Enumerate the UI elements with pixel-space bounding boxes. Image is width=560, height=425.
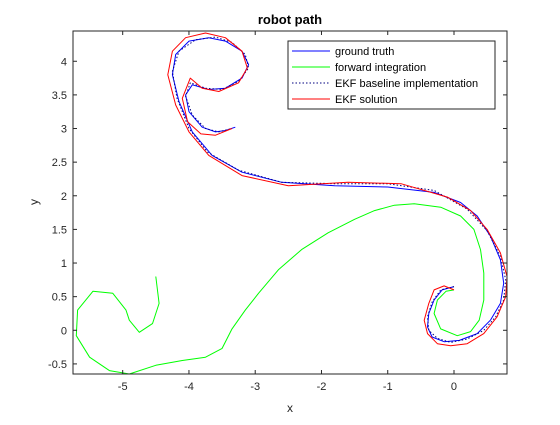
y-tick-label: 0.5 <box>52 292 67 304</box>
y-tick-label: 2.5 <box>52 157 67 169</box>
y-tick-label: 3.5 <box>52 90 67 102</box>
legend-label: forward integration <box>335 62 426 74</box>
plot-area-box <box>72 30 508 375</box>
chart-title: robot path <box>258 12 322 27</box>
y-tick-label: 3 <box>61 124 67 136</box>
x-tick-label: -4 <box>184 381 194 393</box>
legend: ground truth forward integration EKF basel… <box>287 40 496 110</box>
x-tick-label: -1 <box>383 381 393 393</box>
x-tick-label: 0 <box>451 381 457 393</box>
y-tick-label: -0.5 <box>48 359 67 371</box>
series-line-4 <box>167 32 508 347</box>
y-axis-label: y <box>27 199 41 205</box>
y-tick-label: 0 <box>61 325 67 337</box>
y-tick-label: 4 <box>61 56 67 68</box>
legend-label: EKF baseline implementation <box>335 78 478 90</box>
x-axis-label: x <box>287 401 293 415</box>
legend-box <box>287 40 496 110</box>
y-tick-label: 2 <box>61 191 67 203</box>
x-tick-label: -5 <box>118 381 128 393</box>
series-layer <box>75 32 508 375</box>
y-tick-label: 1 <box>61 258 67 270</box>
series-line-3 <box>171 36 507 343</box>
series-line-2 <box>75 203 485 375</box>
y-tick-label: 1.5 <box>52 224 67 236</box>
legend-label: ground truth <box>335 46 394 58</box>
legend-label: EKF solution <box>335 94 397 106</box>
x-tick-label: -3 <box>250 381 260 393</box>
ticks-layer: -5 -4 -3 -2 -1 0 -0.5 0 0.5 1 1.5 2 2.5 3 3.5 4 <box>48 31 507 393</box>
x-tick-label: -2 <box>317 381 327 393</box>
